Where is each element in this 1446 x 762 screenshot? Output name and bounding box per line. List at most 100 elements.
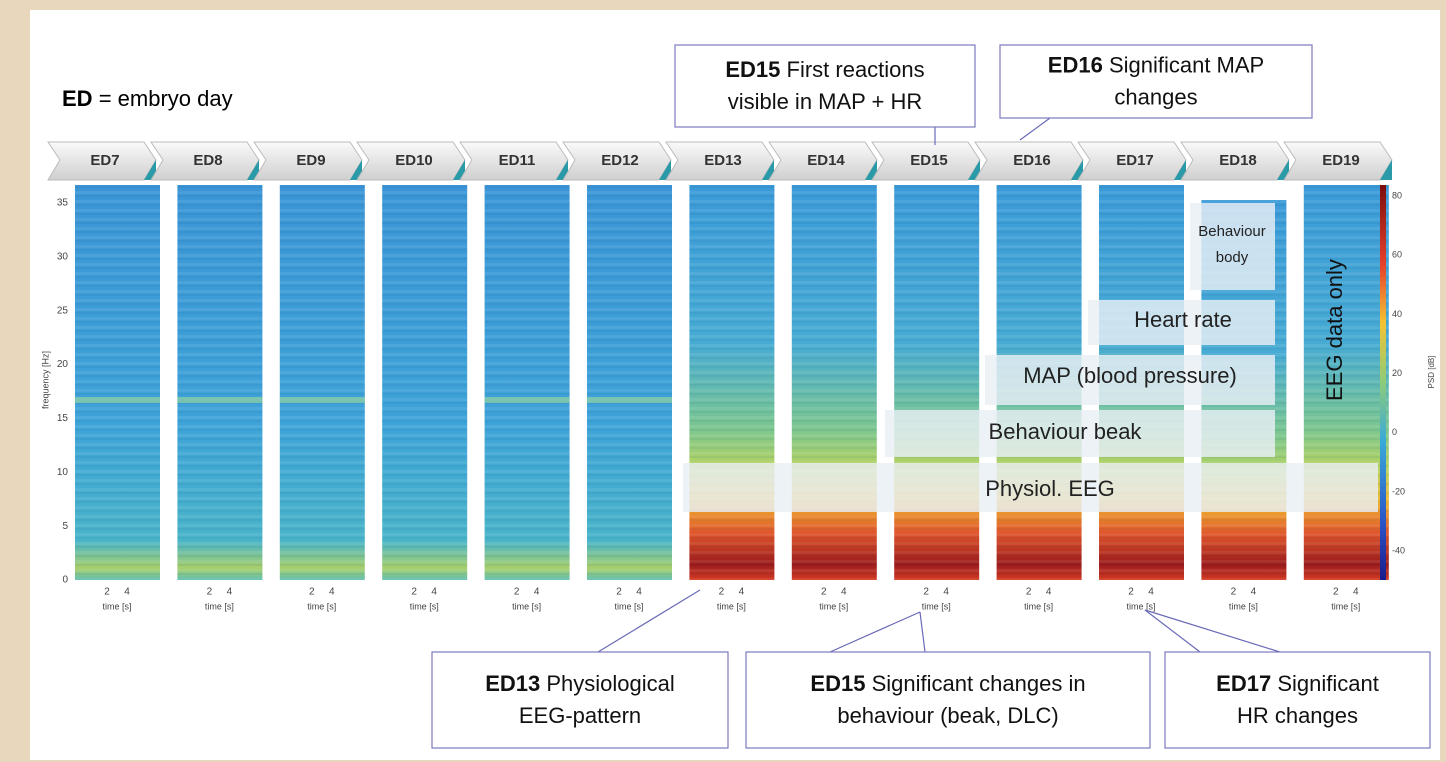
x-axis-label: time [s] — [1229, 601, 1258, 611]
colorbar-tick-label: -40 — [1392, 546, 1405, 556]
spectrogram-texture — [382, 185, 467, 580]
y-axis-label: frequency [Hz] — [40, 351, 50, 409]
callout-text: ED17 Significant — [1216, 671, 1379, 696]
x-axis-label: time [s] — [102, 601, 131, 611]
y-tick-label: 10 — [57, 467, 69, 478]
callout-line: Significant MAP — [1109, 52, 1264, 77]
header: ED = embryo day — [62, 86, 233, 111]
x-tick-label: 2 — [616, 587, 622, 598]
x-axis-label: time [s] — [614, 601, 643, 611]
x-tick-label: 4 — [431, 587, 437, 598]
day-label: ED11 — [499, 152, 536, 169]
x-tick-label: 2 — [923, 587, 929, 598]
callout-text: changes — [1114, 84, 1197, 109]
day-label: ED13 — [704, 152, 742, 169]
callout-text: ED16 Significant MAP — [1048, 52, 1264, 77]
day-label: ED14 — [807, 152, 845, 169]
colorbar-tick-label: -20 — [1392, 486, 1405, 496]
x-tick-label: 2 — [309, 587, 315, 598]
behaviour-body-band — [1190, 203, 1275, 290]
day-label: ED10 — [395, 152, 433, 169]
x-tick-label: 2 — [821, 587, 827, 598]
x-axis-label: time [s] — [1331, 601, 1360, 611]
x-axis-label: time [s] — [205, 601, 234, 611]
colorbar-label: PSD [dB] — [1427, 356, 1436, 389]
callout-line: First reactions — [787, 57, 925, 82]
x-tick-label: 2 — [207, 587, 213, 598]
callout-text: visible in MAP + HR — [728, 89, 923, 114]
y-tick-label: 30 — [57, 251, 69, 262]
colorbar-tick-label: 40 — [1392, 309, 1402, 319]
colorbar-tick-label: 0 — [1392, 427, 1397, 437]
callout-box — [432, 652, 728, 748]
callout-line: Physiological — [546, 671, 674, 696]
callout-box — [1165, 652, 1430, 748]
x-tick-label: 4 — [739, 587, 745, 598]
day-label: ED9 — [296, 152, 325, 169]
x-tick-label: 4 — [329, 587, 335, 598]
spectrogram-texture — [894, 185, 979, 580]
day-label: ED8 — [193, 152, 222, 169]
figure: ED = embryo day ED7 2 4 time [s] ED8 2 4 time [… — [0, 0, 1446, 762]
day-label: ED16 — [1013, 152, 1051, 169]
x-axis-label: time [s] — [819, 601, 848, 611]
callout-day: ED13 — [485, 671, 540, 696]
spectral-line — [485, 397, 570, 403]
definition: = embryo day — [99, 86, 233, 111]
day-label: ED19 — [1322, 152, 1360, 169]
colorbar-tick-label: 60 — [1392, 250, 1402, 260]
x-tick-label: 4 — [1353, 587, 1359, 598]
y-tick-label: 15 — [57, 413, 69, 424]
x-tick-label: 4 — [227, 587, 233, 598]
x-tick-label: 2 — [411, 587, 417, 598]
x-axis-label: time [s] — [1024, 601, 1053, 611]
callout-day: ED15 — [725, 57, 780, 82]
x-tick-label: 4 — [841, 587, 847, 598]
x-tick-label: 4 — [124, 587, 130, 598]
x-tick-label: 4 — [1148, 587, 1154, 598]
spectrogram-texture — [177, 185, 262, 580]
x-tick-label: 2 — [1231, 587, 1237, 598]
spectral-line — [587, 397, 672, 403]
colorbar-tick-label: 80 — [1392, 190, 1402, 200]
callout-day: ED15 — [810, 671, 865, 696]
x-axis-label: time [s] — [307, 601, 336, 611]
x-tick-label: 2 — [514, 587, 520, 598]
y-tick-label: 25 — [57, 305, 69, 316]
x-axis-label: time [s] — [922, 601, 951, 611]
y-tick-label: 20 — [57, 359, 69, 370]
day-label: ED12 — [601, 152, 639, 169]
spectral-line — [75, 397, 160, 403]
day-label: ED17 — [1116, 152, 1154, 169]
x-tick-label: 2 — [1026, 587, 1032, 598]
callout-text: behaviour (beak, DLC) — [837, 703, 1058, 728]
behaviour-body-label: body — [1216, 249, 1249, 266]
y-tick-label: 35 — [57, 198, 69, 209]
x-tick-label: 4 — [636, 587, 642, 598]
spectrogram-texture — [280, 185, 365, 580]
callout-text: ED15 Significant changes in — [810, 671, 1085, 696]
colorbar-tick-label: 20 — [1392, 368, 1402, 378]
x-tick-label: 2 — [104, 587, 110, 598]
callout-text: EEG-pattern — [519, 703, 641, 728]
day-label: ED15 — [910, 152, 948, 169]
x-axis-label: time [s] — [512, 601, 541, 611]
x-tick-label: 4 — [534, 587, 540, 598]
spectrogram-texture — [587, 185, 672, 580]
day-label: ED18 — [1219, 152, 1257, 169]
callout-box — [746, 652, 1150, 748]
x-axis-label: time [s] — [717, 601, 746, 611]
spectrogram-texture — [485, 185, 570, 580]
x-tick-label: 2 — [719, 587, 725, 598]
eeg-only-label: EEG data only — [1322, 259, 1347, 401]
x-tick-label: 2 — [1333, 587, 1339, 598]
x-axis-label: time [s] — [1126, 601, 1155, 611]
colorbar — [1380, 185, 1386, 580]
x-tick-label: 2 — [1128, 587, 1134, 598]
spectrogram-texture — [75, 185, 160, 580]
spectrogram-texture — [792, 185, 877, 580]
behaviour-body-label: Behaviour — [1198, 223, 1266, 240]
x-tick-label: 4 — [1046, 587, 1052, 598]
day-label: ED7 — [90, 152, 119, 169]
spectral-line — [280, 397, 365, 403]
